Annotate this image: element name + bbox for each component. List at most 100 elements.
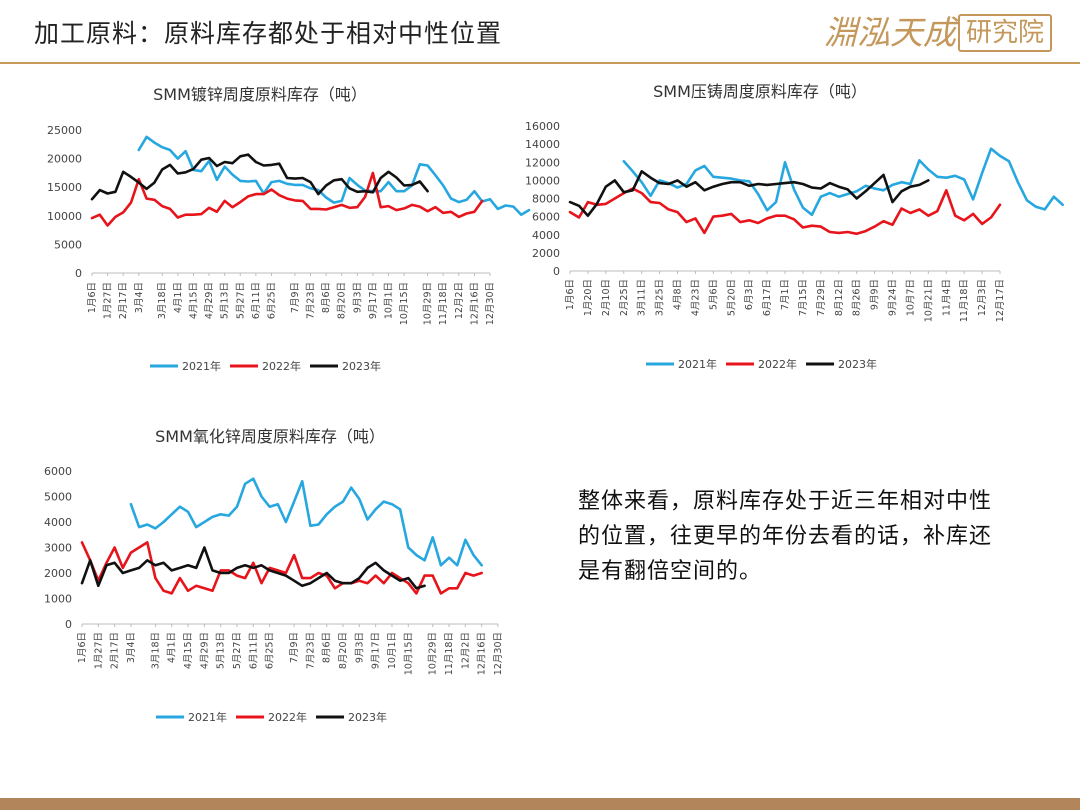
legend-label: 2021年 xyxy=(182,359,221,373)
y-tick-label: 2000 xyxy=(44,567,72,580)
x-tick-label: 5月27日 xyxy=(232,632,243,669)
y-tick-label: 6000 xyxy=(532,211,560,224)
x-tick-label: 8月20日 xyxy=(337,282,348,319)
x-tick-label: 12月3日 xyxy=(977,279,988,316)
legend-label: 2023年 xyxy=(348,710,387,724)
x-tick-label: 2月17日 xyxy=(118,282,129,319)
series-line xyxy=(568,170,930,217)
x-tick-label: 9月9日 xyxy=(870,279,881,310)
x-tick-label: 10月1日 xyxy=(387,632,398,669)
x-tick-label: 11月18日 xyxy=(444,632,455,675)
zinc-oxide-inventory-chart: SMM氧化锌周度原料库存（吨） 0 1000 2000 3000 4000 5000 6000… xyxy=(20,420,520,730)
series-line xyxy=(568,187,1002,236)
x-tick-label: 7月1日 xyxy=(780,279,791,310)
y-tick-label: 10000 xyxy=(47,210,82,223)
x-tick-label: 1月27日 xyxy=(93,632,104,669)
series-line xyxy=(129,477,484,567)
x-tick-label: 4月1日 xyxy=(167,632,178,663)
brand-logo: 淵泓天成 研究院 xyxy=(824,12,1052,54)
x-tick-label: 5月13日 xyxy=(220,282,231,319)
y-tick-label: 8000 xyxy=(532,193,560,206)
x-tick-label: 12月16日 xyxy=(477,632,488,675)
x-tick-label: 11月18日 xyxy=(438,282,449,325)
y-tick-label: 25000 xyxy=(47,124,82,137)
x-tick-label: 9月24日 xyxy=(888,279,899,316)
x-tick-label: 4月1日 xyxy=(173,282,184,313)
x-tick-label: 12月17日 xyxy=(995,279,1006,322)
x-tick-label: 10月15日 xyxy=(399,282,410,325)
x-tick-label: 4月15日 xyxy=(183,632,194,669)
legend-label: 2023年 xyxy=(342,359,381,373)
y-tick-label: 4000 xyxy=(44,516,72,529)
series-line xyxy=(90,171,484,227)
y-tick-label: 16000 xyxy=(525,120,560,133)
legend-label: 2021年 xyxy=(188,710,227,724)
chart-title: SMM镀锌周度原料库存（吨） xyxy=(153,85,367,104)
brand-name: 淵泓天成 xyxy=(823,13,956,52)
x-tick-label: 9月17日 xyxy=(368,282,379,319)
chart-title: SMM压铸周度原料库存（吨） xyxy=(653,82,867,101)
y-tick-label: 12000 xyxy=(525,156,560,169)
x-tick-label: 1月6日 xyxy=(77,632,88,663)
series-line xyxy=(90,153,429,201)
x-tick-label: 7月29日 xyxy=(816,279,827,316)
zinc-oxide-inventory-svg: SMM氧化锌周度原料库存（吨） 0 1000 2000 3000 4000 5000 6000… xyxy=(44,427,504,724)
x-tick-label: 7月23日 xyxy=(306,282,317,319)
x-tick-label: 3月18日 xyxy=(157,282,168,319)
x-tick-label: 11月18日 xyxy=(959,279,970,322)
x-tick-label: 2月25日 xyxy=(619,279,630,316)
x-tick-label: 9月17日 xyxy=(371,632,382,669)
y-tick-label: 6000 xyxy=(44,465,72,478)
y-tick-label: 10000 xyxy=(525,174,560,187)
y-tick-label: 20000 xyxy=(47,153,82,166)
x-tick-label: 4月15日 xyxy=(188,282,199,319)
y-tick-label: 0 xyxy=(553,265,560,278)
x-tick-label: 10月21日 xyxy=(923,279,934,322)
title-divider xyxy=(0,62,1080,64)
x-tick-label: 10月7日 xyxy=(905,279,916,316)
y-tick-label: 0 xyxy=(65,618,72,631)
x-tick-label: 12月2日 xyxy=(460,632,471,669)
y-tick-label: 14000 xyxy=(525,138,560,151)
x-tick-label: 1月6日 xyxy=(87,282,98,313)
die-casting-inventory-svg: SMM压铸周度原料库存（吨） 0 2000 4000 6000 8000 10000 1200… xyxy=(525,82,1065,371)
series-line xyxy=(622,147,1065,217)
series-line xyxy=(80,546,426,590)
x-tick-label: 12月30日 xyxy=(485,282,496,325)
x-tick-label: 8月20日 xyxy=(338,632,349,669)
footer-bar xyxy=(0,798,1080,810)
x-tick-label: 12月30日 xyxy=(493,632,504,675)
x-tick-label: 6月11日 xyxy=(251,282,262,319)
galvanizing-inventory-svg: SMM镀锌周度原料库存（吨） 0 5000 10000 15000 20000 25000 1… xyxy=(47,85,531,373)
x-tick-label: 2月10日 xyxy=(601,279,612,316)
x-tick-label: 6月25日 xyxy=(266,282,277,319)
x-tick-label: 10月29日 xyxy=(423,282,434,325)
legend-label: 2023年 xyxy=(838,357,877,371)
die-casting-inventory-chart: SMM压铸周度原料库存（吨） 0 2000 4000 6000 8000 10000 1200… xyxy=(520,75,1065,380)
x-tick-label: 9月3日 xyxy=(354,632,365,663)
chart-title: SMM氧化锌周度原料库存（吨） xyxy=(155,427,385,446)
x-tick-label: 9月3日 xyxy=(352,282,363,313)
page-title: 加工原料：原料库存都处于相对中性位置 xyxy=(34,19,503,48)
x-tick-label: 1月6日 xyxy=(565,279,576,310)
x-tick-label: 10月1日 xyxy=(384,282,395,319)
x-tick-label: 6月17日 xyxy=(762,279,773,316)
y-tick-label: 0 xyxy=(75,267,82,280)
x-tick-label: 1月20日 xyxy=(583,279,594,316)
x-tick-label: 5月13日 xyxy=(216,632,227,669)
x-tick-label: 8月6日 xyxy=(321,282,332,313)
y-tick-label: 3000 xyxy=(44,542,72,555)
x-tick-label: 10月29日 xyxy=(428,632,439,675)
legend-label: 2022年 xyxy=(262,359,301,373)
x-tick-label: 3月11日 xyxy=(637,279,648,316)
x-tick-label: 6月25日 xyxy=(265,632,276,669)
x-tick-label: 5月6日 xyxy=(708,279,719,310)
x-tick-label: 4月29日 xyxy=(199,632,210,669)
x-tick-label: 4月29日 xyxy=(204,282,215,319)
x-tick-label: 4月23日 xyxy=(690,279,701,316)
x-tick-label: 11月4日 xyxy=(941,279,952,316)
y-tick-label: 4000 xyxy=(532,229,560,242)
x-tick-label: 2月17日 xyxy=(110,632,121,669)
y-tick-label: 15000 xyxy=(47,181,82,194)
x-tick-label: 3月18日 xyxy=(150,632,161,669)
